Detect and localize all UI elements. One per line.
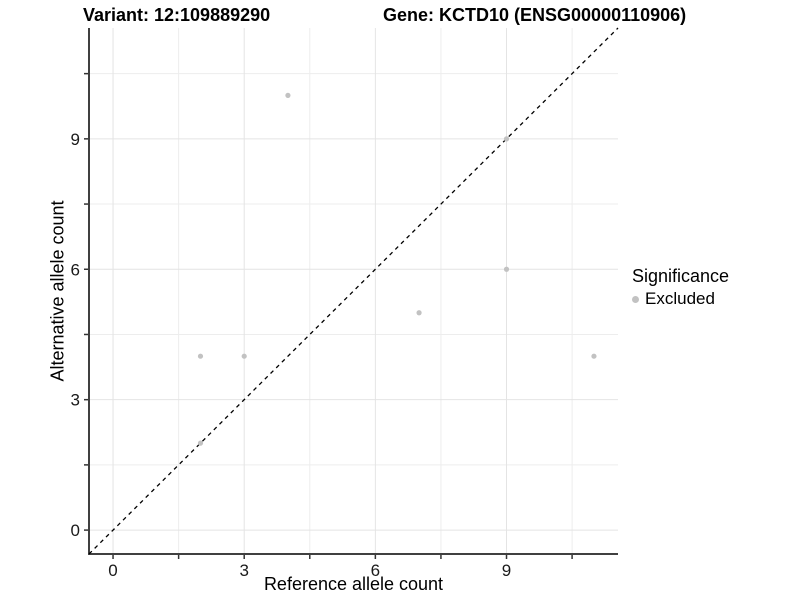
data-point bbox=[197, 440, 204, 446]
y-axis-label: Alternative allele count bbox=[47, 200, 68, 382]
y-tick-label: 9 bbox=[71, 130, 80, 149]
plot-title-variant: Variant: 12:109889290 bbox=[83, 5, 271, 25]
data-point bbox=[503, 136, 510, 142]
legend-title: Significance bbox=[632, 266, 730, 286]
data-point bbox=[197, 353, 204, 359]
data-point bbox=[503, 266, 510, 272]
data-point bbox=[241, 353, 247, 359]
legend-item-label: Excluded bbox=[645, 289, 715, 308]
data-point bbox=[416, 310, 422, 316]
legend-point-icon bbox=[632, 295, 639, 303]
x-axis-label: Reference allele count bbox=[263, 574, 444, 594]
x-tick-label: 9 bbox=[502, 561, 511, 580]
x-tick-label: 6 bbox=[371, 561, 380, 580]
data-point bbox=[285, 92, 291, 98]
y-tick-label: 3 bbox=[71, 391, 80, 410]
legend: Significance Excluded bbox=[632, 266, 729, 309]
x-tick-label: 3 bbox=[239, 561, 248, 580]
legend-item-excluded: Excluded bbox=[632, 289, 729, 309]
x-tick-label: 0 bbox=[108, 561, 117, 580]
y-tick-label: 6 bbox=[71, 260, 80, 279]
plot-title-gene: Gene: KCTD10 (ENSG00000110906) bbox=[383, 5, 687, 25]
data-point bbox=[591, 353, 597, 359]
y-tick-label: 0 bbox=[71, 521, 80, 540]
identity-dashed-line bbox=[88, 27, 619, 555]
